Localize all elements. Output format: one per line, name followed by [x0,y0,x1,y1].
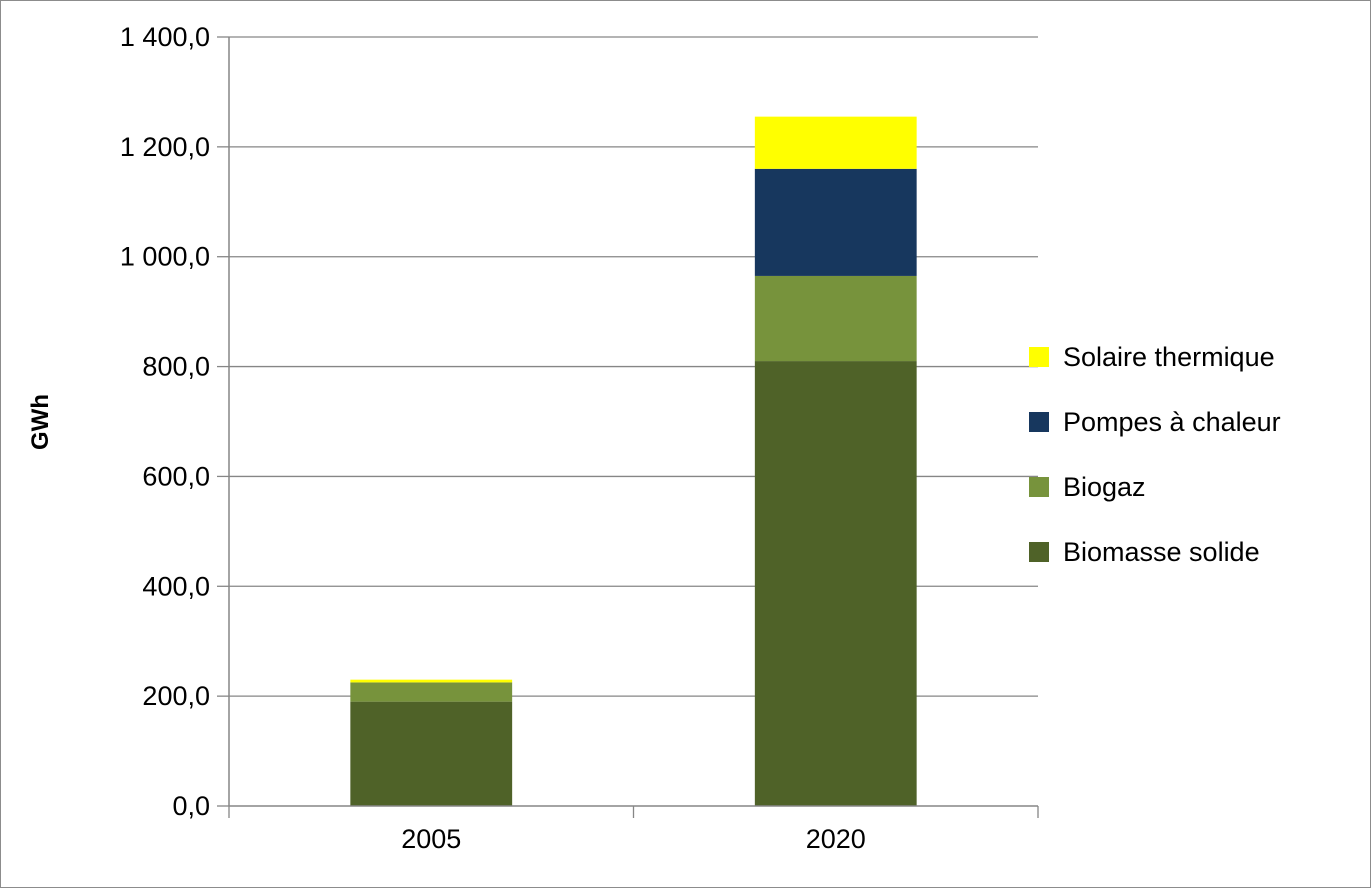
bar-biogaz-2020 [754,275,917,362]
legend-swatch [1029,412,1049,432]
y-tick-label: 400,0 [142,571,210,601]
y-tick-label: 200,0 [142,681,210,711]
legend-swatch [1029,542,1049,562]
y-tick-label: 800,0 [142,352,210,382]
y-tick-label: 1 200,0 [120,132,210,162]
legend-swatch [1029,477,1049,497]
bar-biomasse-solide-2005 [350,701,513,806]
y-tick-label: 1 400,0 [120,22,210,52]
bar-solaire-thermique-2020 [754,116,917,169]
axes [217,36,1039,818]
x-tick-label: 2005 [401,824,461,854]
bar-biomasse-solide-2020 [754,361,917,806]
bar-solaire-thermique-2005 [350,679,513,683]
bar-pompes-chaleur-2020 [754,168,917,276]
legend-swatch [1029,347,1049,367]
legend: Solaire thermique Pompes à chaleur Biogaz B… [1029,342,1281,567]
y-tick-label: 0,0 [172,791,210,821]
gridlines [229,36,1038,697]
y-tick-labels: 0,0 200,0 400,0 600,0 800,0 1 000,0 1 200,0 1 4… [120,22,210,821]
legend-label: Solaire thermique [1063,342,1275,372]
bars [350,116,917,806]
bar-biogaz-2005 [350,682,513,702]
y-axis-title: GWh [27,394,54,450]
y-tick-label: 600,0 [142,461,210,491]
legend-label: Biomasse solide [1063,537,1260,567]
x-tick-labels: 2005 2020 [401,824,866,854]
x-tick-label: 2020 [806,824,866,854]
y-tick-label: 1 000,0 [120,242,210,272]
legend-label: Pompes à chaleur [1063,407,1281,437]
legend-label: Biogaz [1063,472,1146,502]
